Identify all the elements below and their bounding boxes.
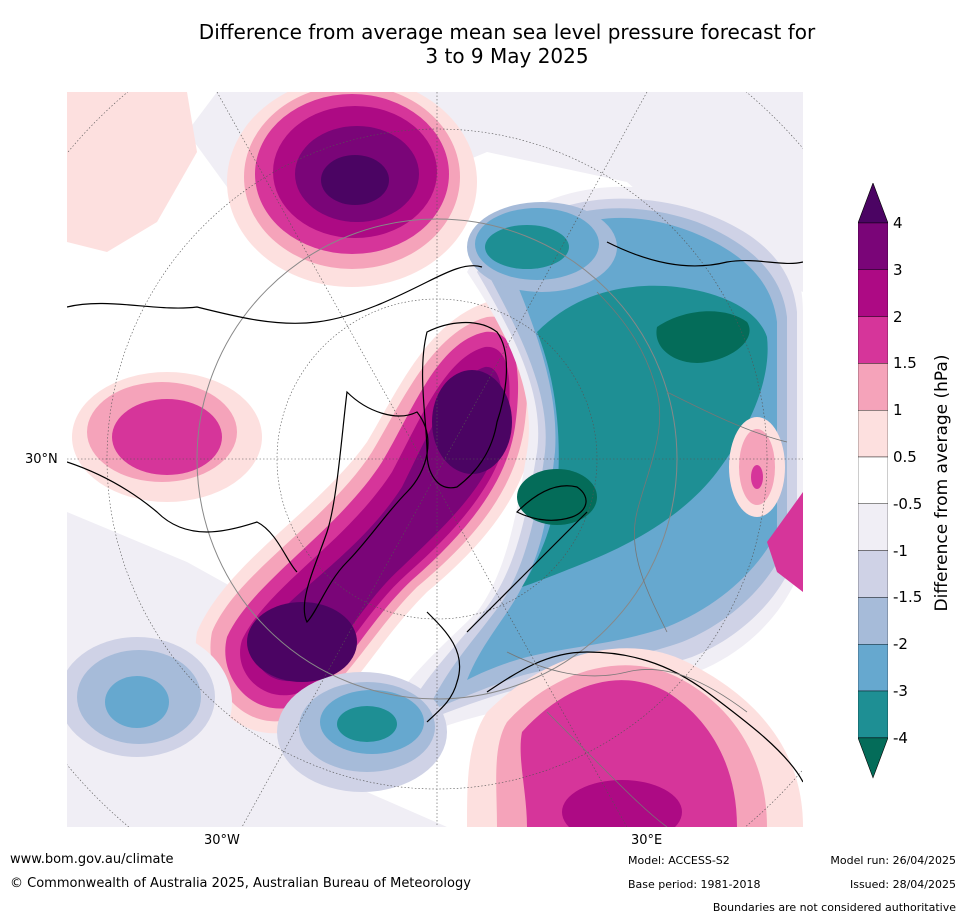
colorbar-svg [857,182,889,779]
anomaly-ridge-4-north [432,370,512,474]
colorbar-tick-label: -2 [893,635,908,654]
colorbar-tick-label: 1 [893,401,903,420]
anomaly-pos-cell-west-15 [112,399,222,475]
footer-base-period: Base period: 1981-2018 [628,878,761,891]
colorbar-extend-top [857,182,889,224]
anomaly-pos-east-2 [751,465,763,489]
colorbar-band [857,690,889,738]
anomaly-neg-north-3 [485,225,569,269]
colorbar-tick-label: 1.5 [893,354,917,373]
footer-model: Model: ACCESS-S2 [628,854,730,867]
title-line-2: 3 to 9 May 2025 [425,44,589,68]
footer-model-run: Model run: 26/04/2025 [830,854,956,867]
colorbar-tick-label: 2 [893,307,903,326]
colorbar-band [857,363,889,411]
latitude-60-circle [196,218,678,700]
colorbar-band [857,316,889,364]
anomaly-pos-far-east [767,492,803,592]
longitude-label-30e: 30°E [631,833,663,848]
colorbar-tick-label: -4 [893,728,908,747]
colorbar-band [857,550,889,598]
colorbar-tick-label: -1.5 [893,588,923,607]
anomaly-pos-south-2 [562,780,682,827]
colorbar-tick-label: -1 [893,541,908,560]
colorbar-extend-bottom [857,737,889,779]
anomaly-neg-atlantic-3 [337,706,397,742]
colorbar-tick-label: -3 [893,682,908,700]
map-svg [67,92,803,827]
anomaly-neg-4-central [517,469,597,525]
colorbar-band [857,456,889,504]
anomaly-neg-sw-2 [105,676,169,728]
colorbar-band [857,269,889,317]
footer-disclaimer: Boundaries are not considered authoritat… [712,901,956,914]
colorbar-tick-label: 0.5 [893,448,917,466]
longitude-label-30w: 30°W [204,833,240,848]
colorbar-band [857,644,889,692]
colorbar-title: Difference from average (hPa) [932,354,952,612]
anomaly-pos-northwest [67,92,197,252]
footer-issued: Issued: 28/04/2025 [849,878,956,891]
footer-copyright: © Commonwealth of Australia 2025, Austra… [10,876,471,891]
anomaly-pos-south-15 [520,680,737,827]
colorbar-tick-label: 4 [893,214,903,232]
colorbar-tick-label: -0.5 [893,494,923,513]
colorbar-band [857,222,889,270]
colorbar-band [857,503,889,551]
anomaly-ridge-4-south [247,602,357,682]
graticule [67,92,803,827]
coastlines [67,241,803,783]
borders [506,291,788,827]
latitude-label-30n: 30°N [25,452,58,467]
anomaly-neg-4-east [656,311,750,363]
title-line-1: Difference from average mean sea level p… [198,20,816,44]
colorbar-tick-label: 3 [893,260,903,279]
anomaly-pos-cell-top-4 [321,155,389,205]
chart-title: Difference from average mean sea level p… [0,20,965,68]
colorbar-band [857,597,889,645]
colorbar [857,182,889,781]
colorbar-band [857,409,889,458]
pressure-anomaly-map [67,92,803,827]
footer-url[interactable]: www.bom.gov.au/climate [10,852,174,867]
